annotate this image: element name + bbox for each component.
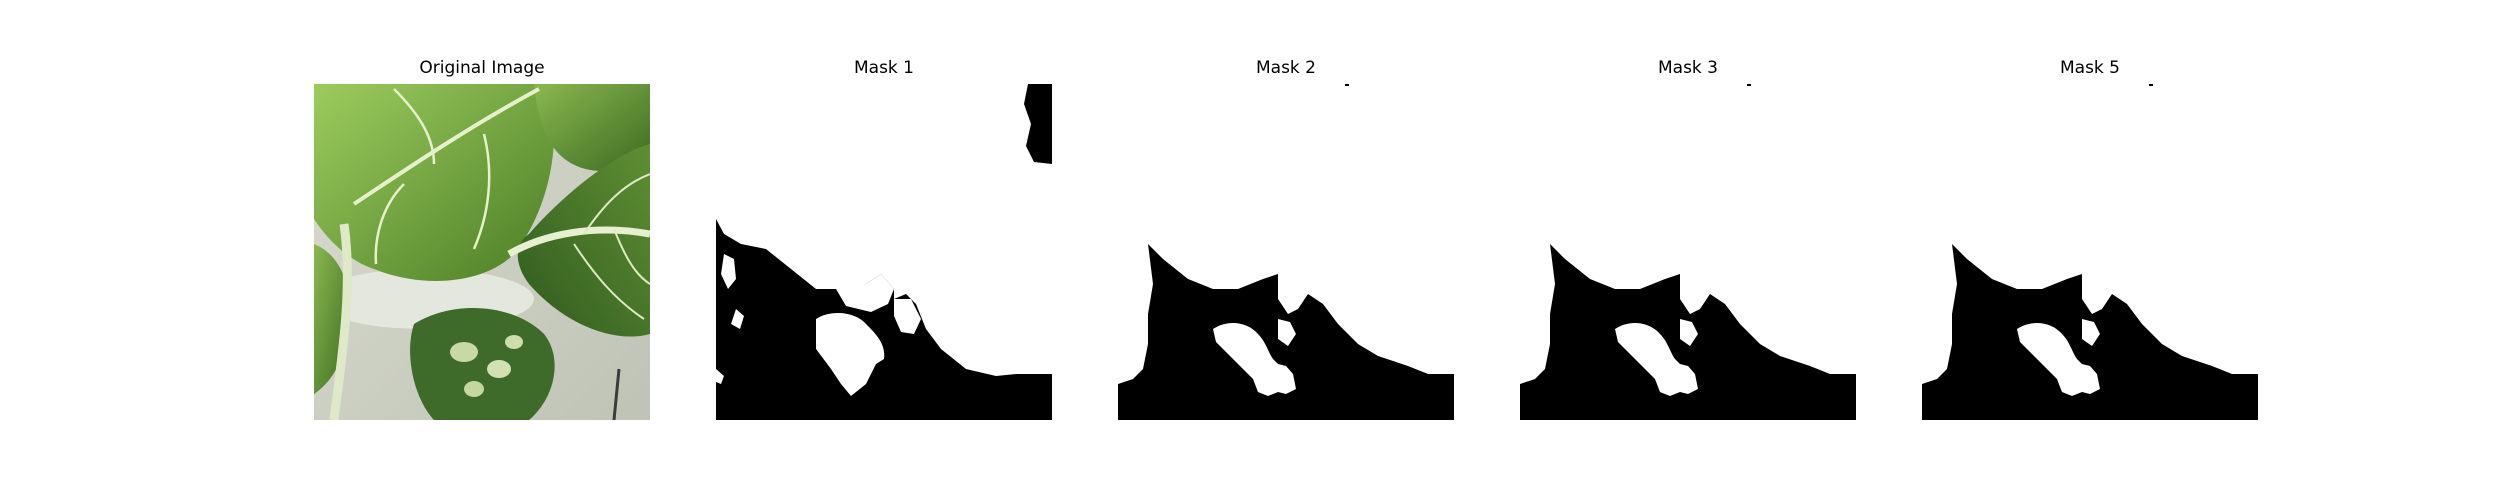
panel-title: Mask 3 bbox=[1657, 58, 1718, 78]
original-image bbox=[314, 84, 650, 420]
mask-5-image bbox=[1922, 84, 2258, 420]
panel-title: Original Image bbox=[419, 58, 545, 78]
panel-title: Mask 5 bbox=[2059, 58, 2120, 78]
mask-2-image bbox=[1118, 84, 1454, 420]
panel-title: Mask 1 bbox=[853, 58, 914, 78]
mask-1-image bbox=[716, 84, 1052, 420]
panel-title: Mask 2 bbox=[1255, 58, 1316, 78]
mask-3-image bbox=[1520, 84, 1856, 420]
